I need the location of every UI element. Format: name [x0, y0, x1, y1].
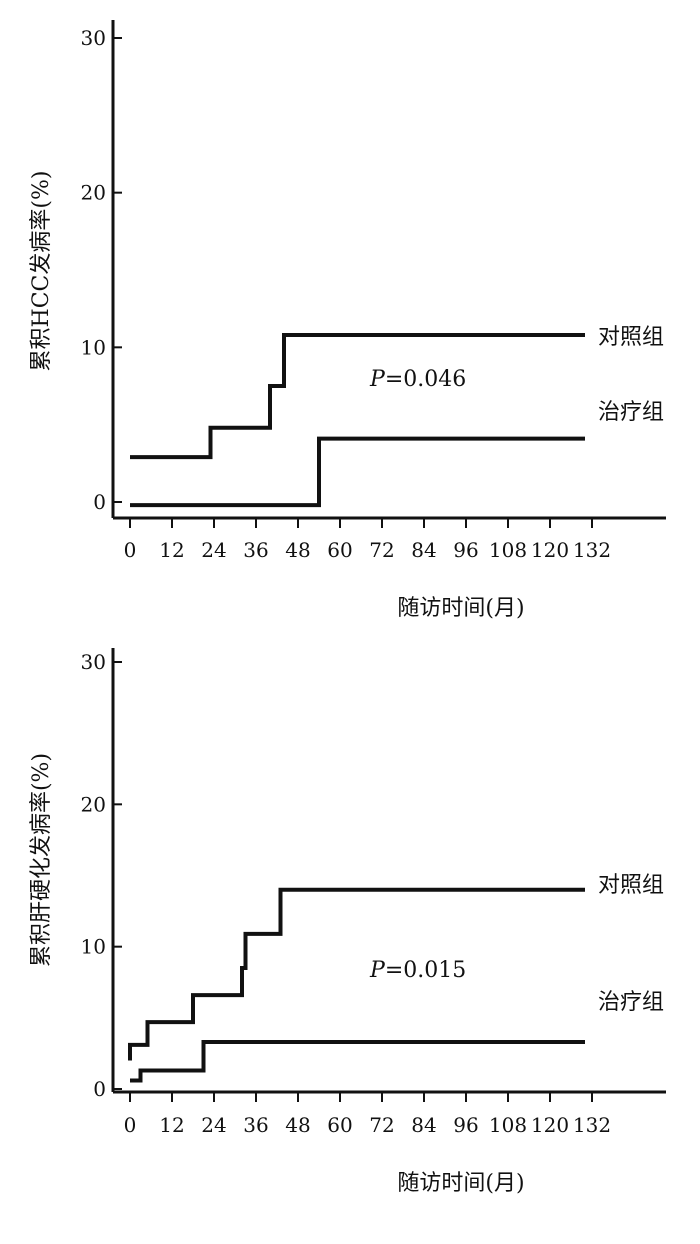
x-tick-label: 72 [369, 538, 394, 562]
x-axis-label: 随访时间(月) [397, 596, 524, 621]
x-tick-label: 0 [124, 1113, 137, 1137]
x-axis-label: 随访时间(月) [397, 1171, 524, 1196]
y-axis-label: 累积HCC发病率(%) [29, 171, 54, 372]
x-tick-label: 36 [243, 1113, 268, 1137]
x-tick-label: 12 [159, 538, 184, 562]
legend-label-control: 对照组 [598, 325, 664, 350]
series-lines [130, 333, 585, 508]
x-tick-label: 96 [453, 1113, 478, 1137]
p-value: =0.015 [385, 958, 466, 983]
p-symbol: P [369, 367, 386, 392]
legend-label-treatment: 治疗组 [598, 400, 664, 425]
y-axis-label: 累积肝硬化发病率(%) [29, 753, 54, 967]
y-tick-label: 0 [93, 490, 106, 514]
y-tick-label: 30 [81, 650, 106, 674]
series-line-treatment [130, 436, 585, 508]
x-tick-label: 48 [285, 538, 310, 562]
x-tick-label: 84 [411, 1113, 436, 1137]
p-value: =0.046 [385, 367, 466, 392]
chart-hcc: 0 10 20 30 0 12 24 36 48 60 72 84 96 108 120 132 累积HCC… [29, 20, 666, 621]
series-lines [128, 887, 585, 1083]
x-tick-label: 72 [369, 1113, 394, 1137]
x-tick-label: 60 [327, 538, 352, 562]
y-tick-label: 10 [81, 935, 106, 959]
x-tick-label: 60 [327, 1113, 352, 1137]
series-line-treatment [130, 1040, 585, 1083]
x-tick-label: 132 [573, 1113, 611, 1137]
x-tick-label: 96 [453, 538, 478, 562]
x-tick-label: 120 [531, 538, 569, 562]
chart-cirrhosis: 0 10 20 30 0 12 24 36 48 60 72 84 96 108 120 132 累积肝硬化… [29, 648, 666, 1196]
legend-label-control: 对照组 [598, 873, 664, 898]
x-tick-label: 36 [243, 538, 268, 562]
x-tick-label: 108 [489, 1113, 527, 1137]
y-ticks: 0 10 20 30 [81, 650, 122, 1101]
series-line-control [128, 887, 585, 1061]
x-tick-label: 120 [531, 1113, 569, 1137]
series-line-control [130, 333, 585, 460]
y-tick-label: 20 [81, 181, 106, 205]
p-value-annotation: P=0.046 [369, 367, 466, 392]
x-tick-label: 108 [489, 538, 527, 562]
p-value-annotation: P=0.015 [369, 958, 466, 983]
x-ticks: 0 12 24 36 48 60 72 84 96 108 120 132 [124, 1092, 611, 1137]
y-ticks: 0 10 20 30 [81, 26, 122, 514]
x-tick-label: 84 [411, 538, 436, 562]
y-tick-label: 0 [93, 1077, 106, 1101]
y-tick-label: 30 [81, 26, 106, 50]
p-symbol: P [369, 958, 386, 983]
x-tick-label: 24 [201, 538, 226, 562]
x-tick-label: 48 [285, 1113, 310, 1137]
x-tick-label: 12 [159, 1113, 184, 1137]
x-tick-label: 24 [201, 1113, 226, 1137]
x-tick-label: 0 [124, 538, 137, 562]
y-tick-label: 10 [81, 335, 106, 359]
x-tick-label: 132 [573, 538, 611, 562]
legend-label-treatment: 治疗组 [598, 990, 664, 1015]
x-ticks: 0 12 24 36 48 60 72 84 96 108 120 132 [124, 518, 611, 562]
y-tick-label: 20 [81, 792, 106, 816]
